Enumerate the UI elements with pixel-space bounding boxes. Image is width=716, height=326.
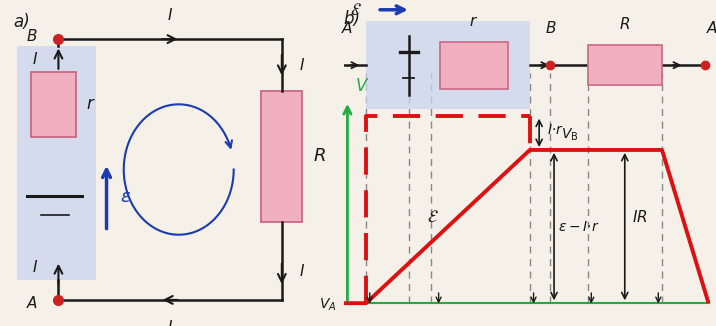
- Text: $I$: $I$: [299, 262, 305, 279]
- Text: $\varepsilon - I{\cdot}r$: $\varepsilon - I{\cdot}r$: [558, 220, 599, 233]
- Text: $\mathcal{E}$: $\mathcal{E}$: [427, 208, 439, 226]
- Text: $I{\cdot}r$: $I{\cdot}r$: [546, 123, 563, 137]
- Bar: [366, 21, 530, 109]
- Text: $A$: $A$: [706, 20, 716, 36]
- Text: a): a): [14, 13, 31, 31]
- Text: $I$: $I$: [32, 51, 38, 67]
- Text: $I$: $I$: [167, 7, 173, 23]
- Text: $R$: $R$: [313, 147, 326, 166]
- Text: $I$: $I$: [32, 259, 38, 275]
- Text: $B$: $B$: [26, 28, 38, 44]
- Text: $IR$: $IR$: [632, 209, 648, 225]
- Text: $\mathcal{E}$: $\mathcal{E}$: [350, 1, 362, 19]
- Text: $r$: $r$: [86, 95, 96, 113]
- Bar: [261, 91, 302, 222]
- Text: $V_A$: $V_A$: [319, 297, 337, 313]
- Text: $A$: $A$: [26, 295, 38, 311]
- Text: $B$: $B$: [545, 20, 556, 36]
- Bar: [588, 45, 662, 85]
- Text: $I$: $I$: [167, 319, 173, 326]
- Text: $R$: $R$: [619, 16, 630, 32]
- Bar: [31, 72, 76, 137]
- Text: $V$: $V$: [355, 77, 369, 95]
- Text: b): b): [344, 10, 361, 28]
- Bar: [17, 46, 96, 280]
- Bar: [440, 42, 508, 89]
- Text: $A$: $A$: [342, 20, 354, 36]
- Text: $r$: $r$: [470, 14, 478, 29]
- Text: $V_{\rm B}$: $V_{\rm B}$: [561, 127, 579, 143]
- Text: $I$: $I$: [299, 57, 305, 73]
- Text: $\varepsilon$: $\varepsilon$: [120, 188, 131, 206]
